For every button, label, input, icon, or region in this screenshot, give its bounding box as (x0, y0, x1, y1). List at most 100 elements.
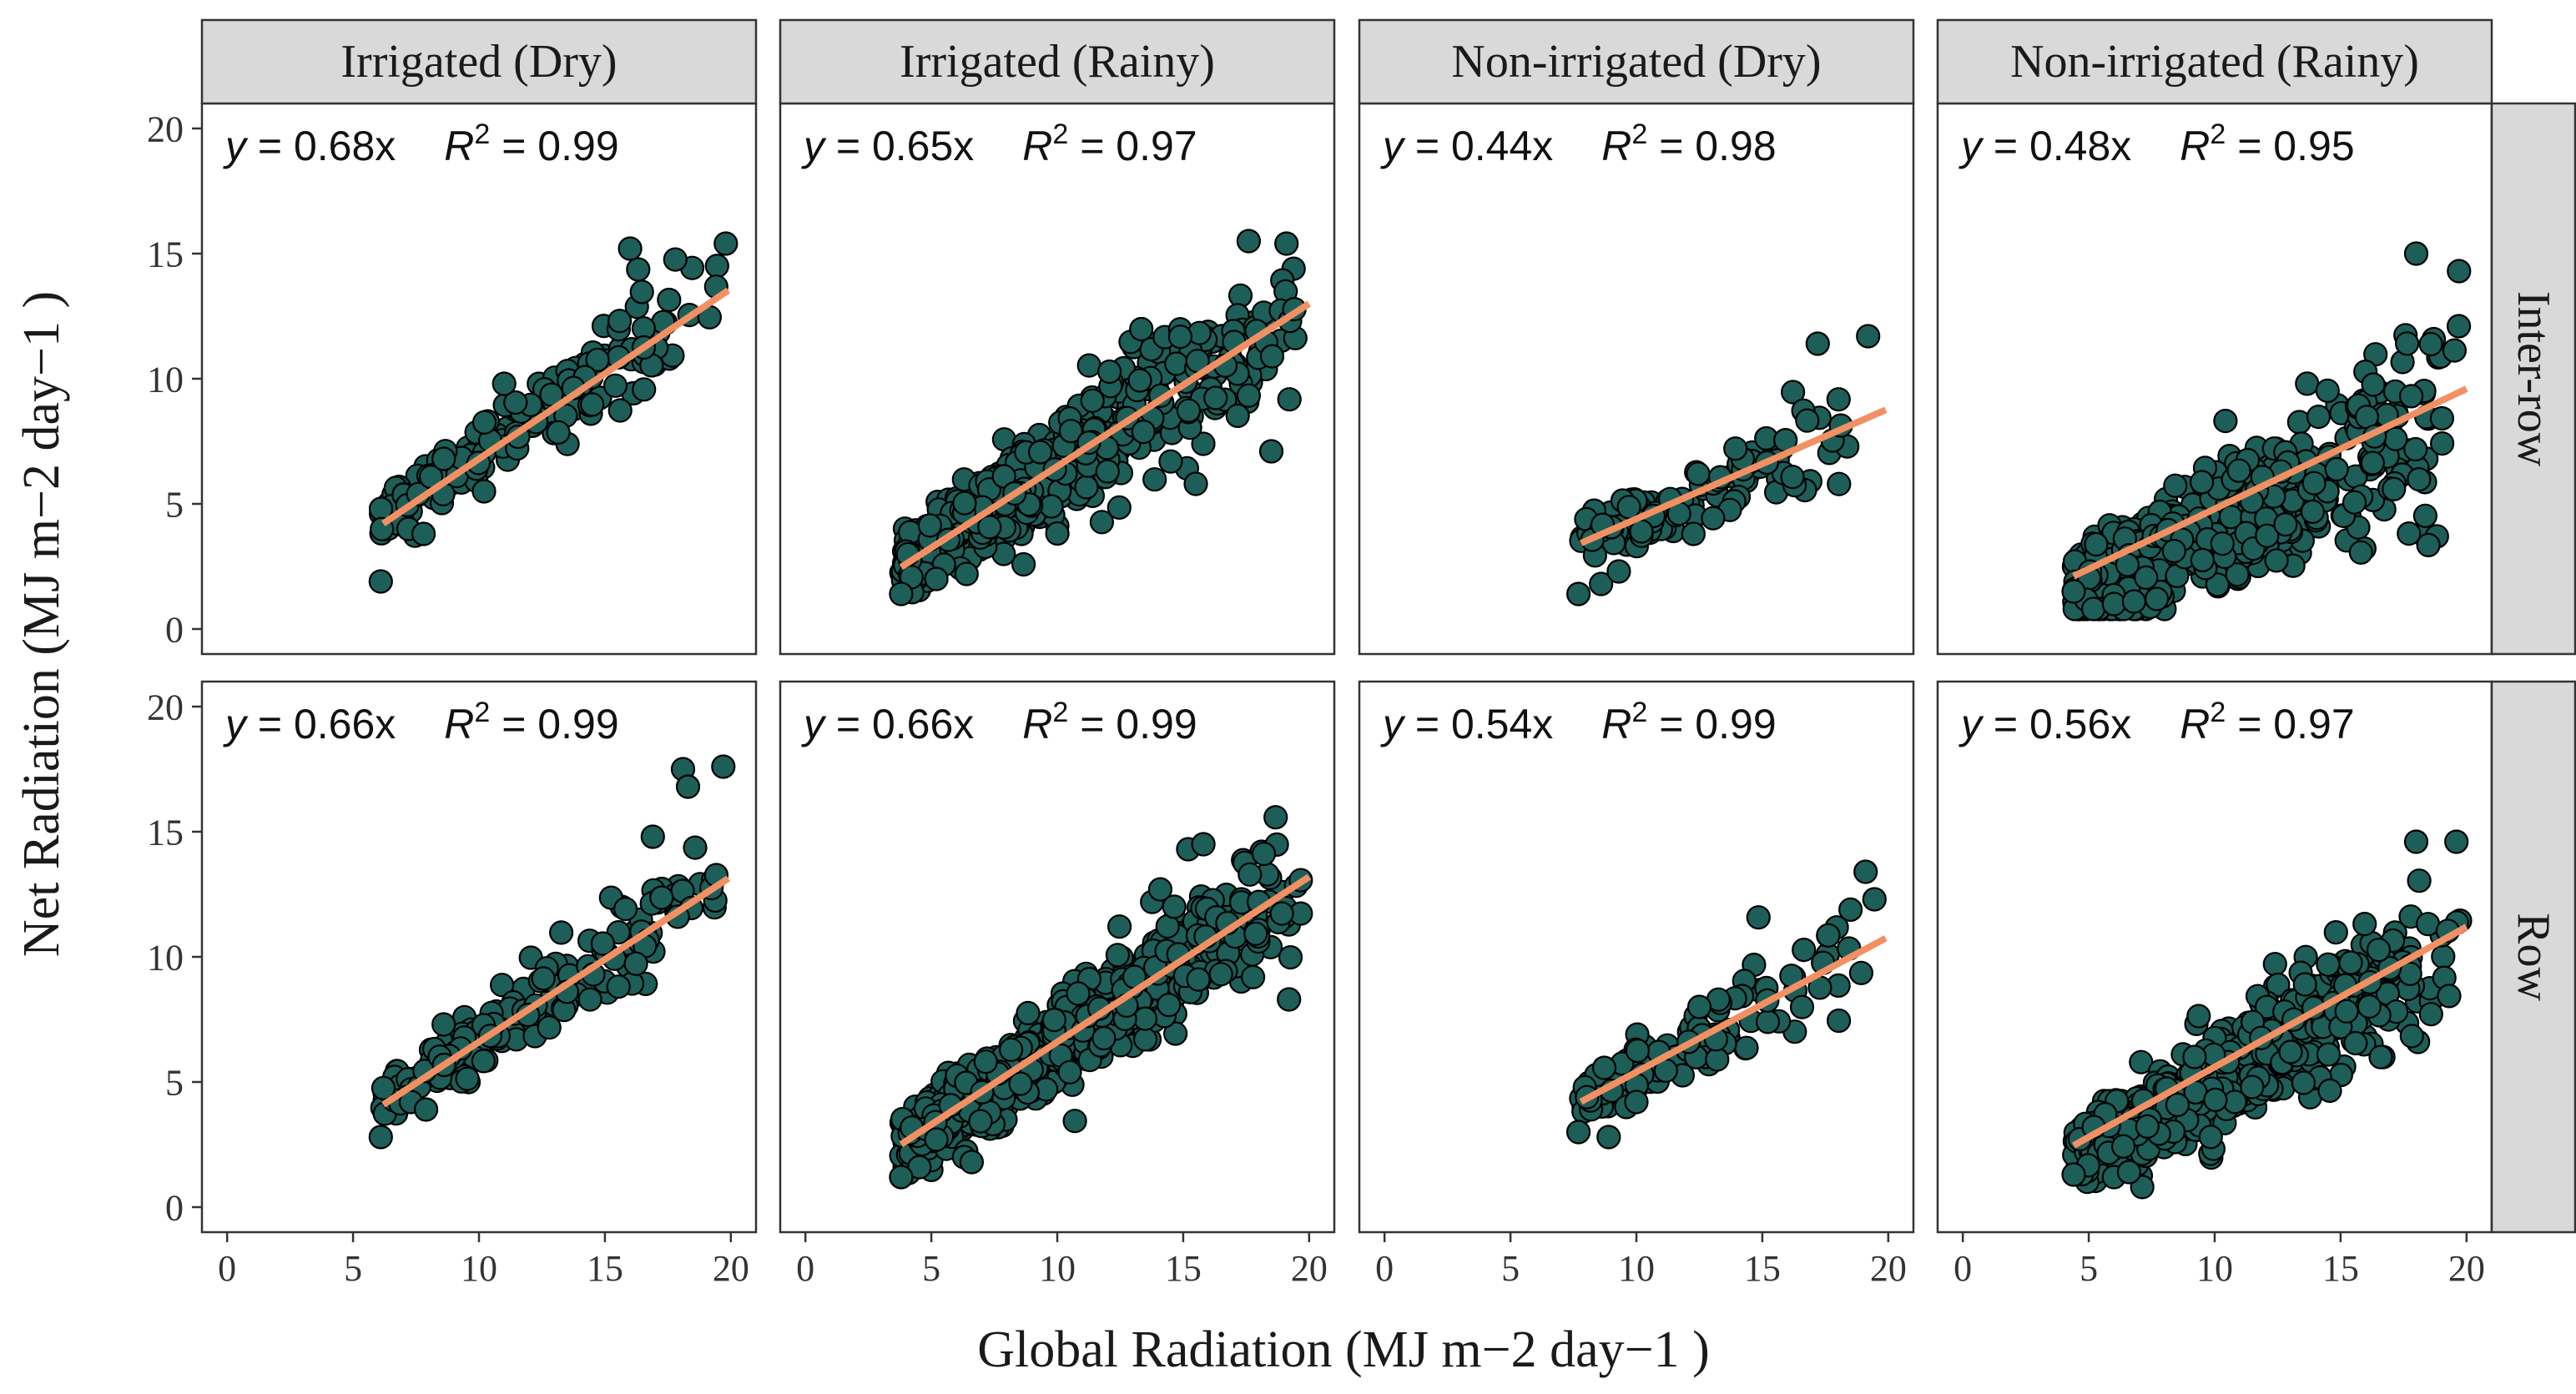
data-point (2352, 911, 2377, 937)
data-point (1238, 862, 1263, 887)
data-point (455, 1066, 480, 1091)
data-point (607, 309, 633, 334)
data-point (2301, 471, 2326, 496)
data-point (1132, 1027, 1158, 1052)
data-point (1589, 571, 1614, 596)
strips-layer: Irrigated (Dry) Irrigated (Rainy) Non-irri… (200, 18, 2576, 1234)
equation-label: y = 0.44x R2 = 0.98 (1380, 118, 1777, 169)
data-point (1027, 440, 1053, 465)
data-point (2383, 426, 2408, 451)
data-point (1095, 459, 1120, 484)
data-point (411, 521, 436, 546)
data-point (2226, 458, 2251, 483)
data-point (2382, 476, 2407, 501)
data-point (2317, 1078, 2342, 1104)
y-tick-label: 20 (147, 687, 184, 727)
data-point (623, 951, 648, 976)
data-point (585, 347, 610, 372)
data-point (1565, 581, 1591, 606)
data-point (1805, 331, 1830, 356)
x-tick-label: 15 (1165, 1248, 1202, 1289)
data-point (503, 390, 528, 415)
data-point (1076, 353, 1101, 378)
equation-slope: = 0.65x (824, 123, 974, 169)
column-strip-bg (1936, 18, 2493, 105)
data-point (1039, 494, 1064, 519)
data-point (2255, 523, 2280, 548)
y-tick-label: 10 (147, 937, 184, 978)
equation-sup: 2 (1631, 118, 1647, 150)
data-point (2407, 868, 2432, 893)
regression-line (381, 287, 731, 526)
equation-slope: = 0.56x (1982, 701, 2131, 747)
data-point (1596, 1125, 1621, 1150)
data-point (606, 974, 631, 999)
data-point (1240, 964, 1266, 989)
equation-y: y (801, 701, 827, 747)
data-point (1208, 962, 1233, 987)
column-strip-label: Non-irrigated (Dry) (1451, 36, 1821, 88)
equation-label: y = 0.56x R2 = 0.97 (1958, 697, 2355, 747)
data-point (1011, 551, 1036, 577)
equation-r: R (1022, 123, 1052, 169)
data-point (414, 1097, 439, 1122)
equation-y: y (1958, 123, 1984, 169)
data-point (431, 446, 456, 471)
data-point (2403, 241, 2429, 266)
data-point (2316, 952, 2341, 977)
data-point (1838, 897, 1863, 923)
data-point (2444, 829, 2469, 854)
data-point (1591, 1055, 1617, 1080)
equation-y: y (1380, 123, 1406, 169)
x-tick-label: 5 (2079, 1248, 2098, 1289)
data-point (1795, 408, 1820, 433)
regression-line (1579, 406, 1888, 546)
data-point (1565, 1120, 1591, 1145)
x-tick-label: 15 (1744, 1248, 1781, 1289)
x-tick-label: 0 (1375, 1248, 1394, 1289)
x-tick-label: 20 (713, 1248, 749, 1289)
equation-label: y = 0.54x R2 = 0.99 (1380, 697, 1777, 747)
data-point (1142, 467, 1167, 492)
data-point (612, 896, 638, 922)
data-point (1269, 901, 1294, 926)
data-point (1058, 419, 1084, 444)
data-point (924, 566, 949, 591)
x-tick-label: 10 (1039, 1248, 1076, 1289)
data-point (371, 1075, 396, 1100)
column-strip-bg (779, 18, 1336, 105)
data-point (1236, 229, 1262, 254)
column-strip-label: Non-irrigated (Rainy) (2010, 36, 2419, 88)
data-point (663, 247, 688, 272)
data-point (1129, 316, 1154, 342)
data-point (1263, 805, 1288, 830)
data-point (1686, 461, 1711, 486)
data-point (2403, 829, 2429, 854)
data-point (537, 1015, 562, 1040)
data-point (2161, 538, 2186, 564)
data-point (2397, 521, 2422, 546)
data-point (2338, 950, 2363, 975)
data-point (2111, 1134, 2136, 1159)
equation-sup: 2 (2210, 697, 2226, 728)
data-point (2292, 972, 2317, 997)
data-point (713, 231, 739, 256)
panel-1-1: y = 0.66x R2 = 0.99 (779, 680, 1336, 1234)
data-point (492, 371, 517, 396)
equation-slope: = 0.54x (1404, 701, 1553, 747)
x-tick-label: 15 (587, 1248, 623, 1289)
data-point (2186, 1004, 2211, 1029)
data-point (607, 398, 633, 423)
data-point (1183, 471, 1208, 496)
data-point (1746, 905, 1771, 930)
row-strip-bg (2490, 680, 2576, 1234)
equation-r: R (2180, 123, 2210, 169)
data-point (1826, 387, 1851, 412)
data-point (632, 377, 657, 402)
column-strip: Irrigated (Rainy) (779, 18, 1336, 105)
regression-line (899, 873, 1312, 1148)
data-point (2190, 470, 2215, 495)
x-axis-title: Global Radiation (MJ m−2 day−1 ) (977, 1321, 1710, 1378)
data-point (2135, 1114, 2160, 1140)
